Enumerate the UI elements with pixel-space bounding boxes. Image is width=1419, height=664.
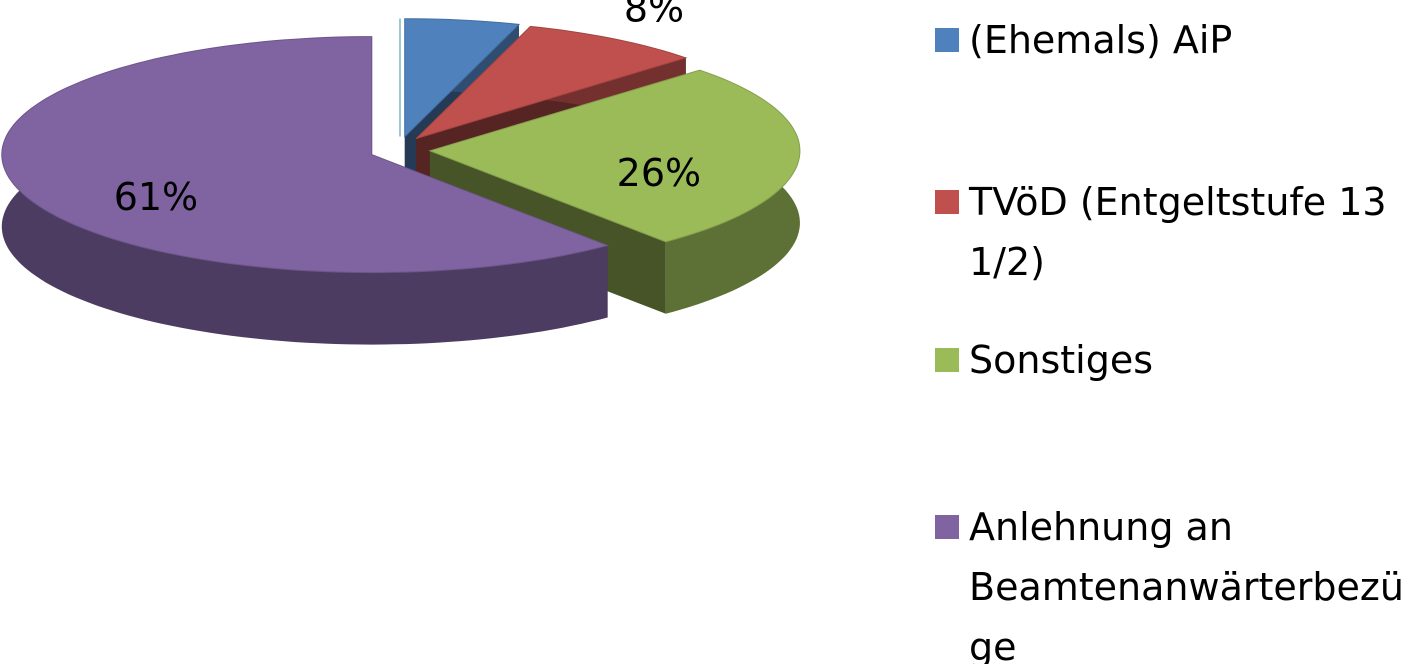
- legend-label: Sonstiges: [969, 338, 1154, 382]
- data-label: 8%: [624, 0, 684, 31]
- legend-swatch: [935, 28, 959, 52]
- pie: [1, 18, 801, 345]
- legend-label: Anlehnung an Beamtenanwärterbezüge: [969, 505, 1404, 664]
- slice: [404, 18, 521, 138]
- pie-area: 0% 5% 8% 26% 61%: [1, 0, 801, 345]
- data-label: 26%: [617, 151, 701, 195]
- legend-entry: Anlehnung an Beamtenanwärterbezüge: [935, 497, 1410, 664]
- slice: [428, 69, 801, 243]
- legend-entry: (Ehemals) AiP: [935, 10, 1410, 70]
- legend-label: (Ehemals) AiP: [969, 18, 1233, 62]
- data-label: 61%: [114, 175, 198, 219]
- data-label: 5%: [444, 0, 504, 8]
- data-label: 0%: [370, 0, 430, 6]
- legend-swatch: [935, 348, 959, 372]
- legend-label: TVöD (Entgeltstufe 13 1/2): [969, 180, 1387, 284]
- slice: [1, 36, 610, 274]
- legend-entry: Sonstiges: [935, 330, 1410, 390]
- slice: [415, 25, 688, 140]
- legend-swatch: [935, 190, 959, 214]
- legend-entry: TVöD (Entgeltstufe 13 1/2): [935, 172, 1410, 292]
- legend-swatch: [935, 515, 959, 539]
